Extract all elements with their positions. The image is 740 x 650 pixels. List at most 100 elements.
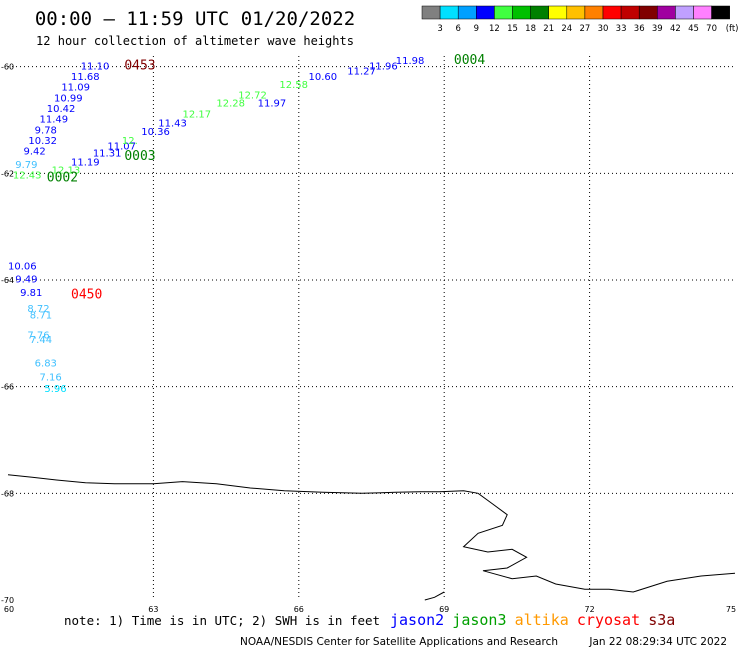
legend-swatch (439, 5, 459, 20)
pass-time-label: 0003 (124, 149, 155, 164)
x-tick-labels: 60 63 66 69 72 75 (4, 605, 736, 614)
swh-value-label: 7.44 (30, 335, 52, 346)
legend-swatch (657, 5, 676, 20)
legend-swatch (675, 5, 694, 20)
legend-swatch (620, 5, 640, 20)
swh-value-label: 12.13 (52, 165, 81, 176)
pass-time-label: 0453 (124, 58, 155, 73)
swh-value-label: 10.06 (8, 261, 37, 272)
swh-value-label: 6.83 (35, 358, 57, 369)
legend-unit: (ft) (726, 24, 739, 34)
data-points: 11.1011.6811.0910.9910.4211.499.7810.329… (8, 56, 424, 395)
legend-swatch (584, 5, 604, 20)
legend-swatch (457, 5, 477, 20)
coastline-path (7, 474, 736, 593)
x-tick-label: 63 (148, 605, 158, 614)
swh-value-label: 9.81 (20, 288, 42, 299)
y-tick-label: -64 (1, 276, 14, 285)
legend-label: 33 (616, 24, 627, 34)
coastline (7, 474, 736, 601)
legend-label: 45 (688, 24, 699, 34)
satellite-legend-item: cryosat (577, 611, 640, 629)
legend-label: 27 (579, 24, 590, 34)
coastline-path (424, 591, 445, 601)
legend-swatch (494, 5, 513, 20)
swh-value-label: 12.43 (13, 171, 42, 182)
legend-label: 42 (670, 24, 681, 34)
legend-label: 3 (437, 24, 442, 34)
legend-label: 21 (543, 24, 554, 34)
legend-label: 12 (489, 24, 500, 34)
legend-swatch (530, 5, 549, 20)
chart-subtitle: 12 hour collection of altimeter wave hei… (36, 34, 354, 48)
swh-value-label: 9.49 (15, 275, 37, 286)
x-tick-label: 60 (4, 605, 14, 614)
swh-value-label: 11.96 (369, 61, 398, 72)
swh-value-label: 11.27 (347, 67, 376, 78)
swh-value-label: 7.16 (40, 372, 62, 383)
legend-label: 39 (652, 24, 663, 34)
legend-label: 18 (525, 24, 536, 34)
swh-value-label: 11.49 (40, 115, 69, 126)
legend-label: 6 (455, 24, 460, 34)
swh-value-label: 5.96 (44, 384, 66, 395)
swh-value-label: 12.28 (216, 99, 245, 110)
x-tick-label: 72 (585, 605, 595, 614)
swh-value-label: 12.58 (279, 80, 308, 91)
swh-value-label: 11.68 (71, 72, 100, 83)
footer-credit: NOAA/NESDIS Center for Satellite Applica… (240, 636, 558, 648)
swh-value-label: 10.42 (47, 104, 76, 115)
swh-value-label: 10.60 (308, 72, 337, 83)
swh-value-label: 11.97 (258, 99, 287, 110)
legend-swatch (421, 5, 441, 20)
satellite-legend: jason2 jason3 altika cryosat s3a (390, 611, 675, 629)
legend-swatch (711, 5, 730, 20)
legend-swatch (548, 5, 568, 20)
legend-swatch (693, 5, 712, 20)
pass-time-label: 0002 (47, 170, 78, 185)
swh-value-label: 11.09 (61, 83, 90, 94)
legend-label: 30 (598, 24, 609, 34)
swh-value-label: 9.42 (24, 147, 46, 158)
legend-label: 15 (507, 24, 518, 34)
pass-time-labels: 0453 0004 0003 0002 0450 (47, 53, 486, 303)
y-tick-label: -62 (1, 169, 14, 178)
y-tick-labels: -60 -62 -64 -66 -68 -70 (1, 63, 14, 605)
swh-value-label: 11.10 (81, 61, 110, 72)
swh-value-label: 11.31 (93, 148, 122, 159)
swh-value-label: 12. (122, 136, 138, 147)
color-scale-legend: 3 6 9 12 15 18 21 24 27 30 33 36 39 42 45 70 (ft) (421, 5, 739, 34)
y-tick-label: -68 (1, 489, 14, 498)
swh-value-label: 10.36 (141, 127, 170, 138)
y-tick-label: -66 (1, 383, 14, 392)
x-tick-label: 66 (294, 605, 304, 614)
legend-label: 70 (706, 24, 717, 34)
y-tick-label: -60 (1, 63, 14, 72)
satellite-legend-item: s3a (648, 611, 675, 629)
plot-frame (8, 56, 735, 601)
swh-value-label: 9.78 (35, 125, 57, 136)
satellite-legend-item: altika (515, 611, 569, 629)
swh-value-label: 8.71 (30, 310, 52, 321)
footer-note: note: 1) Time is in UTC; 2) SWH is in fe… (64, 613, 380, 628)
legend-swatch (476, 5, 495, 20)
legend-label: 36 (634, 24, 645, 34)
pass-time-label: 0450 (71, 288, 102, 303)
legend-swatch (602, 5, 622, 20)
x-tick-label: 69 (439, 605, 449, 614)
swh-value-label: 9.79 (15, 160, 37, 171)
legend-swatch (566, 5, 586, 20)
y-tick-label: -70 (1, 596, 14, 605)
legend-swatch (638, 5, 658, 20)
swh-value-label: 11.98 (396, 56, 425, 67)
chart-title: 00:00 – 11:59 UTC 01/20/2022 (35, 8, 355, 30)
grid-lines (8, 56, 735, 600)
swh-value-label: 7.76 (27, 331, 49, 342)
legend-label: 24 (561, 24, 572, 34)
x-tick-label: 75 (726, 605, 736, 614)
pass-time-label: 0004 (454, 53, 485, 68)
swh-value-label: 10.32 (28, 136, 57, 147)
swh-value-label: 8.72 (27, 304, 49, 315)
swh-value-label: 12.72 (238, 91, 267, 102)
